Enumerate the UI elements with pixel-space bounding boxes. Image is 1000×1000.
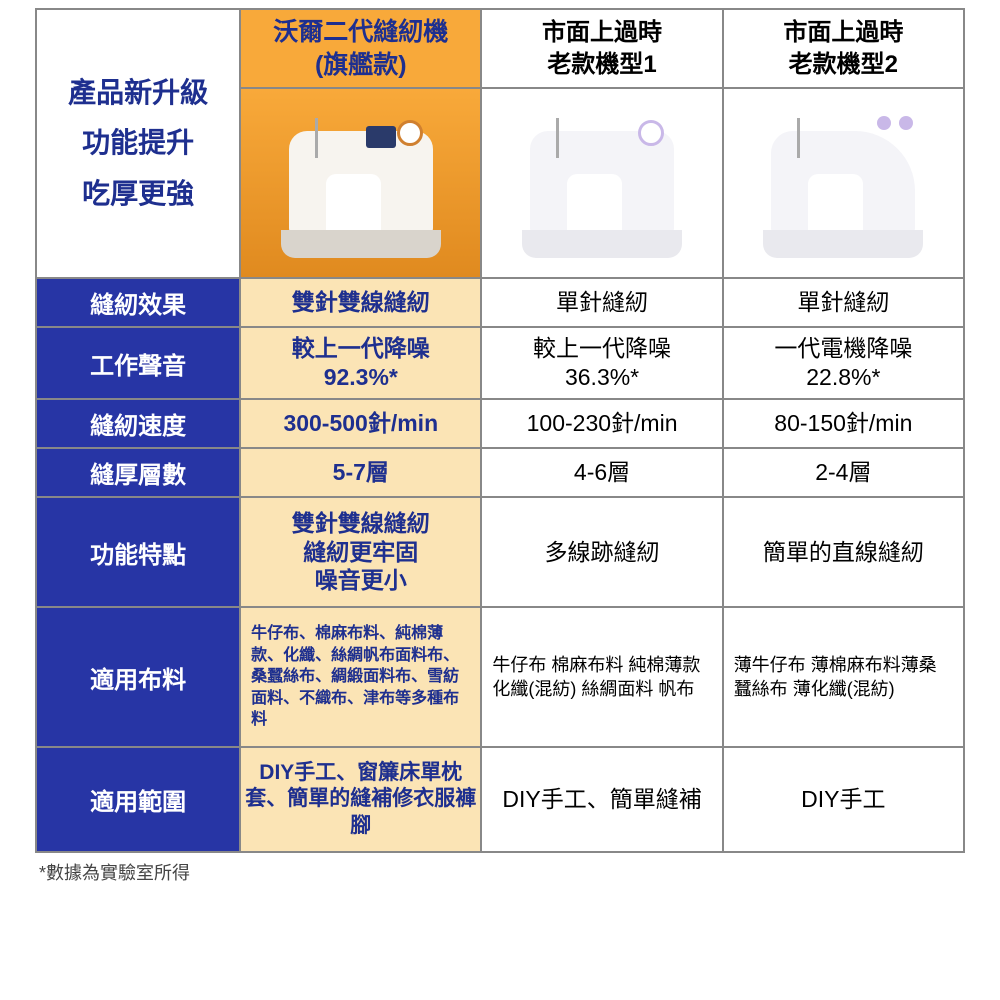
table-row: 適用範圍 DIY手工、窗簾床單枕套、簡單的縫補修衣服褲腳 DIY手工、簡單縫補 … [36,747,964,852]
table-row: 工作聲音 較上一代降噪 92.3%* 較上一代降噪 36.3%* 一代電機降噪 … [36,327,964,399]
row-label-scope: 適用範圍 [36,747,240,852]
sewing-machine-icon [753,108,933,258]
promo-line-1: 產品新升級 [41,68,235,118]
cell: 簡單的直線縫紉 [723,497,964,607]
sewing-machine-icon [512,108,692,258]
product-image-featured [240,88,481,278]
row-label-fabric: 適用布料 [36,607,240,747]
col-header-featured: 沃爾二代縫紉機 (旗艦款) [240,9,481,88]
cell: 多線跡縫紉 [481,497,722,607]
col-header-old2: 市面上過時 老款機型2 [723,9,964,88]
cell: 300-500針/min [240,399,481,448]
cell: 薄牛仔布 薄棉麻布料薄桑蠶絲布 薄化纖(混紡) [723,607,964,747]
footnote: *數據為實驗室所得 [35,853,965,885]
cell: DIY手工、窗簾床單枕套、簡單的縫補修衣服褲腳 [240,747,481,852]
promo-line-2: 功能提升 [41,118,235,168]
sewing-machine-icon [271,108,451,258]
row-label-effect: 縫紉效果 [36,278,240,327]
table-row: 縫紉效果 雙針雙線縫紉 單針縫紉 單針縫紉 [36,278,964,327]
row-label-features: 功能特點 [36,497,240,607]
cell: 4-6層 [481,448,722,497]
cell: DIY手工 [723,747,964,852]
cell: 2-4層 [723,448,964,497]
product-image-old1 [481,88,722,278]
cell: 單針縫紉 [481,278,722,327]
cell: 牛仔布、棉麻布料、純棉薄款、化纖、絲綢帆布面料布、桑蠶絲布、綢緞面料布、雪紡面料… [240,607,481,747]
table-row: 縫紉速度 300-500針/min 100-230針/min 80-150針/m… [36,399,964,448]
cell: 單針縫紉 [723,278,964,327]
table-row: 縫厚層數 5-7層 4-6層 2-4層 [36,448,964,497]
row-label-noise: 工作聲音 [36,327,240,399]
corner-promo: 產品新升級 功能提升 吃厚更強 [36,9,240,278]
cell: 雙針雙線縫紉 縫紉更牢固 噪音更小 [240,497,481,607]
cell: 牛仔布 棉麻布料 純棉薄款 化纖(混紡) 絲綢面料 帆布 [481,607,722,747]
table-row: 功能特點 雙針雙線縫紉 縫紉更牢固 噪音更小 多線跡縫紉 簡單的直線縫紉 [36,497,964,607]
cell: 較上一代降噪 92.3%* [240,327,481,399]
promo-line-3: 吃厚更強 [41,169,235,219]
col-header-old1: 市面上過時 老款機型1 [481,9,722,88]
cell: 雙針雙線縫紉 [240,278,481,327]
cell: DIY手工、簡單縫補 [481,747,722,852]
row-label-speed: 縫紉速度 [36,399,240,448]
comparison-table: 產品新升級 功能提升 吃厚更強 沃爾二代縫紉機 (旗艦款) 市面上過時 老款機型… [35,8,965,853]
cell: 100-230針/min [481,399,722,448]
table-row: 適用布料 牛仔布、棉麻布料、純棉薄款、化纖、絲綢帆布面料布、桑蠶絲布、綢緞面料布… [36,607,964,747]
cell: 5-7層 [240,448,481,497]
cell: 較上一代降噪 36.3%* [481,327,722,399]
cell: 80-150針/min [723,399,964,448]
product-image-old2 [723,88,964,278]
row-label-layers: 縫厚層數 [36,448,240,497]
cell: 一代電機降噪 22.8%* [723,327,964,399]
